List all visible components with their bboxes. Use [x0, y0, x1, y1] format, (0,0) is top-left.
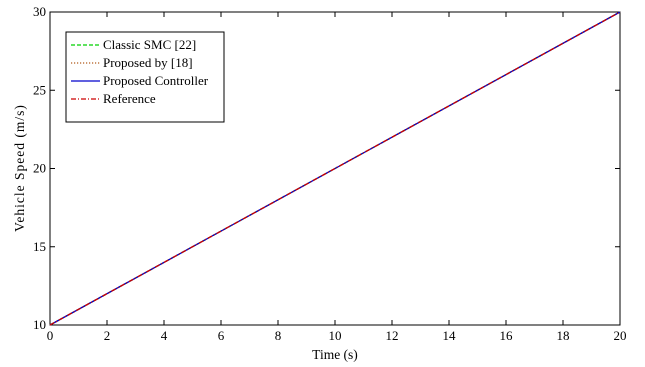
x-tick-label: 6	[218, 328, 225, 343]
x-axis-label: Time (s)	[312, 347, 358, 362]
legend-box	[65, 31, 225, 123]
x-tick-label: 20	[614, 328, 627, 343]
legend-label: Classic SMC [22]	[103, 37, 196, 52]
series-line	[49, 11, 621, 326]
y-tick-label: 10	[33, 317, 46, 332]
x-tick-label: 14	[443, 328, 457, 343]
legend-label: Proposed Controller	[103, 73, 209, 88]
legend-label: Reference	[103, 91, 156, 106]
y-tick-label: 20	[33, 161, 46, 176]
x-tick-label: 8	[275, 328, 282, 343]
x-tick-label: 4	[161, 328, 168, 343]
y-tick-label: 25	[33, 82, 46, 97]
x-tick-label: 0	[47, 328, 54, 343]
y-axis-label: Vehicle Speed (m/s)	[12, 104, 27, 232]
x-tick-label: 2	[104, 328, 111, 343]
legend: Classic SMC [22] Proposed by [18] Proposed…	[65, 31, 225, 123]
y-tick-label: 30	[33, 4, 46, 19]
x-tick-label: 12	[386, 328, 399, 343]
x-tick-label: 10	[329, 328, 342, 343]
axis-ticks: 0 2 4 6 8 10 12 14 16 18 20 10 15 20 25 30	[33, 4, 627, 343]
legend-label: Proposed by [18]	[103, 55, 193, 70]
series-lines	[49, 11, 621, 326]
x-tick-label: 16	[500, 328, 514, 343]
y-tick-label: 15	[33, 239, 46, 254]
x-tick-label: 18	[557, 328, 570, 343]
